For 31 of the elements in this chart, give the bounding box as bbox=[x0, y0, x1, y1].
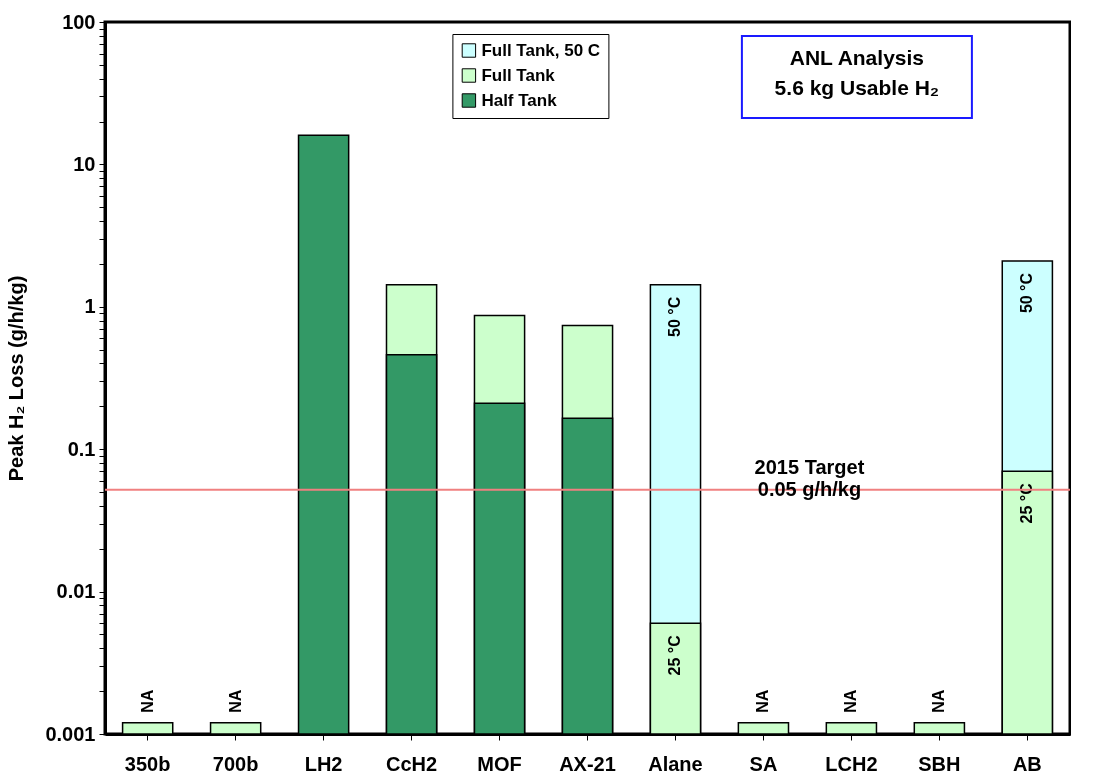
x-tick-label: LCH2 bbox=[825, 752, 878, 775]
annotation: NA bbox=[226, 689, 244, 713]
x-tick-label: CcH2 bbox=[386, 752, 438, 775]
x-tick-label: LH2 bbox=[304, 752, 343, 775]
x-tick-label: Alane bbox=[648, 752, 703, 775]
annotation: 50 °C bbox=[666, 296, 684, 337]
x-tick-label: SA bbox=[749, 752, 778, 775]
annotation: NA bbox=[842, 689, 860, 713]
y-tick-label: 10 bbox=[73, 152, 96, 175]
annotation: NA bbox=[754, 689, 772, 713]
ref-line-label: 2015 Target 0.05 g/h/kg bbox=[754, 455, 865, 500]
annotation: NA bbox=[138, 689, 156, 713]
x-tick-label: 350b bbox=[124, 752, 171, 775]
x-tick-label: AB bbox=[1012, 752, 1042, 775]
y-tick-label: 0.1 bbox=[67, 437, 96, 460]
annotation: NA bbox=[930, 689, 948, 713]
x-tick-label: MOF bbox=[477, 752, 522, 775]
y-tick-label: 0.01 bbox=[56, 580, 96, 603]
y-axis-title: Peak H₂ Loss (g/h/kg) bbox=[5, 275, 28, 482]
x-tick-label: SBH bbox=[918, 752, 961, 775]
legend-label: Full Tank bbox=[481, 65, 556, 85]
legend-label: Half Tank bbox=[481, 90, 558, 110]
annotation: 25 °C bbox=[666, 634, 684, 676]
y-tick-label: 0.001 bbox=[45, 722, 96, 745]
x-tick-label: AX-21 bbox=[559, 752, 616, 775]
annotation: ANL Analysis 5.6 kg Usable H₂ bbox=[774, 46, 940, 99]
y-tick-label: 100 bbox=[62, 10, 96, 33]
x-tick-label: 700b bbox=[212, 752, 259, 775]
y-tick-label: 1 bbox=[84, 295, 96, 318]
annotation: 50 °C bbox=[1018, 272, 1036, 314]
legend-label: Full Tank, 50 C bbox=[481, 40, 601, 60]
